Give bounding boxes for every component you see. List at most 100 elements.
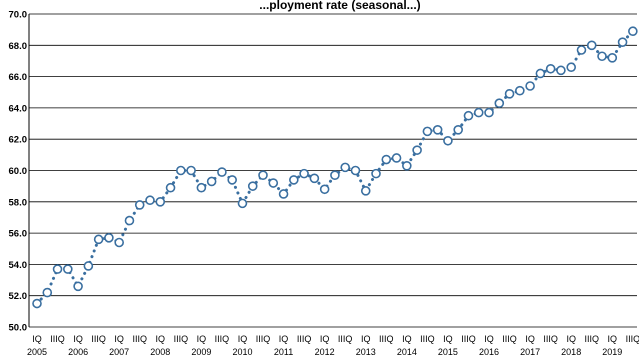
data-point (196, 182, 207, 193)
y-tick-label: 66.0 (9, 72, 28, 83)
data-point (32, 298, 42, 309)
data-point (278, 189, 289, 199)
x-quarter-label: IQ (525, 334, 535, 344)
x-quarter-label: IIIQ (174, 334, 189, 344)
data-point (145, 195, 155, 206)
data-point (83, 261, 94, 271)
x-quarter-label: IIIQ (338, 334, 353, 344)
x-quarter-label: IQ (32, 334, 42, 344)
x-year-label: 2019 (602, 347, 622, 357)
data-point (340, 162, 350, 173)
data-point (494, 98, 505, 109)
data-point (402, 161, 412, 171)
data-point (484, 107, 494, 118)
x-axis-ticks: IQ IIIQ IQ IIIQ IQ IIIQ IQ IIIQ IQ IIIQ IQ IIIQ IQ II… (27, 334, 639, 357)
y-tick-label: 70.0 (9, 10, 28, 21)
x-quarter-label: IIIQ (256, 334, 271, 344)
data-point (330, 170, 340, 180)
x-year-label: 2017 (520, 347, 540, 357)
y-tick-label: 56.0 (9, 229, 28, 240)
data-point (124, 215, 135, 226)
data-point (258, 170, 268, 180)
chart-title: ...ployment rate (seasonal...) (259, 0, 420, 12)
data-point (515, 85, 525, 96)
x-year-label: 2011 (274, 347, 293, 357)
data-markers (32, 26, 638, 309)
data-point (586, 40, 597, 51)
x-quarter-label: IIIQ (297, 334, 312, 344)
x-quarter-label: IIIQ (543, 334, 558, 344)
data-point (360, 186, 371, 196)
x-quarter-label: IIIQ (461, 334, 476, 344)
x-quarter-label: IIIQ (132, 334, 147, 344)
data-point (535, 68, 546, 79)
x-quarter-label: IIIQ (215, 334, 230, 344)
x-quarter-label: IQ (238, 334, 248, 344)
x-quarter-label: IIIQ (420, 334, 435, 344)
y-tick-label: 58.0 (9, 197, 28, 208)
data-point (525, 81, 535, 91)
data-point (73, 281, 83, 292)
x-year-label: 2006 (68, 347, 88, 357)
data-point (473, 107, 484, 118)
x-year-label: 2015 (438, 347, 458, 357)
data-point (155, 197, 166, 207)
x-quarter-label: IIIQ (50, 334, 65, 344)
grid-lines (28, 13, 637, 328)
x-quarter-label: IQ (73, 334, 83, 344)
data-point (391, 153, 402, 163)
x-year-label: 2007 (109, 347, 129, 357)
data-point (422, 126, 433, 137)
x-quarter-label: IQ (279, 334, 289, 344)
y-axis-ticks: 50.0 52.0 54.0 56.0 58.0 60.0 62.0 64.0 66.0 68.0… (9, 10, 28, 334)
y-tick-label: 52.0 (9, 291, 28, 302)
data-point (597, 51, 607, 62)
y-tick-label: 54.0 (9, 260, 28, 271)
data-point (176, 165, 186, 176)
x-quarter-label: IQ (608, 334, 618, 344)
x-year-label: 2010 (232, 347, 252, 357)
data-point (381, 154, 392, 165)
data-point (617, 37, 628, 47)
x-quarter-label: IIIQ (91, 334, 106, 344)
data-point (453, 125, 463, 135)
data-point (217, 167, 227, 177)
data-point (268, 178, 279, 188)
y-tick-label: 64.0 (9, 103, 28, 114)
data-point (206, 176, 217, 187)
data-point (289, 175, 299, 185)
y-tick-label: 50.0 (9, 323, 28, 334)
data-point (432, 125, 443, 135)
y-tick-label: 68.0 (9, 41, 28, 52)
x-quarter-label: IQ (156, 334, 166, 344)
x-year-label: 2018 (561, 347, 581, 357)
data-point (165, 182, 176, 193)
data-point (227, 175, 237, 185)
data-point (104, 232, 114, 243)
x-quarter-label: IQ (566, 334, 576, 344)
data-point (319, 184, 330, 195)
x-year-label: 2009 (191, 347, 211, 357)
data-point (299, 168, 309, 179)
x-quarter-label: IQ (361, 334, 371, 344)
x-quarter-label: IIIQ (584, 334, 599, 344)
data-point (52, 264, 63, 274)
data-point (247, 181, 258, 191)
data-point (576, 45, 587, 55)
data-point (371, 168, 381, 179)
x-quarter-label: IQ (484, 334, 494, 344)
x-year-label: 2016 (479, 347, 499, 357)
data-point (93, 234, 104, 245)
data-point (628, 26, 638, 37)
x-year-label: 2012 (315, 347, 335, 357)
data-point (463, 110, 474, 121)
data-point (566, 62, 577, 73)
data-point (504, 89, 515, 99)
data-point (607, 53, 618, 63)
x-quarter-label: IIIQ (502, 334, 517, 344)
data-point (443, 135, 453, 146)
x-quarter-label: IIIQ (379, 334, 394, 344)
y-tick-label: 62.0 (9, 135, 28, 146)
data-point (42, 287, 53, 298)
data-point (350, 165, 361, 176)
